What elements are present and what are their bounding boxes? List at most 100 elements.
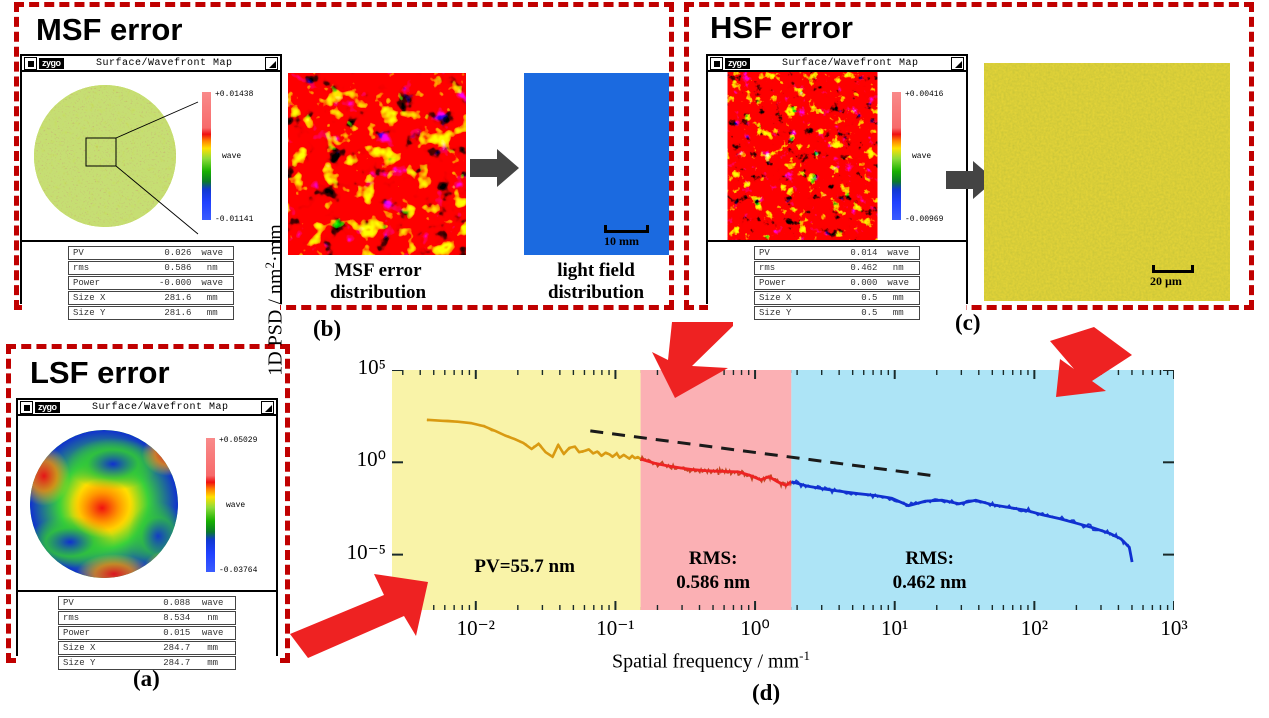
lightfield-caption-line2: distribution xyxy=(547,281,645,303)
system-menu-icon[interactable] xyxy=(710,57,723,70)
lsf-colorbar-gradient xyxy=(206,438,215,572)
psd-series-2 xyxy=(791,480,1134,563)
table-row: Size Y 281.6 mm xyxy=(68,306,234,320)
table-row: PV 0.026 wave xyxy=(68,246,234,260)
x-tick-label-2: 10⁰ xyxy=(740,616,770,640)
minimize-icon[interactable] xyxy=(951,56,964,70)
table-row: Power 0.015 wave xyxy=(58,626,236,640)
hsf-window-titlebar: zygo Surface/Wavefront Map xyxy=(708,56,966,72)
table-row: rms 0.586 nm xyxy=(68,261,234,275)
band-label-line2: 0.462 nm xyxy=(892,571,967,593)
hsf-row2-unit: wave xyxy=(887,278,909,288)
x-axis-title-text: Spatial frequency / mm xyxy=(612,650,800,673)
lightfield-caption-line1: light field xyxy=(557,260,635,281)
lsf-row4-name: Size Y xyxy=(63,658,96,668)
psd-series-1 xyxy=(640,457,793,487)
x-tick-label-3: 10¹ xyxy=(881,616,909,640)
band-label-line2: 0.586 nm xyxy=(676,571,751,593)
msf-colorbar-unit: wave xyxy=(222,152,242,161)
msf-colorbar-max: +0.01438 xyxy=(215,90,254,99)
panel-msf-title: MSF error xyxy=(36,12,183,47)
y-tick-label-2: 10⁻⁵ xyxy=(346,539,386,564)
lsf-row4-unit: mm xyxy=(207,658,219,668)
lsf-stats-table: PV 0.088 wave rms 8.534 nm Power 0.015 w… xyxy=(18,590,276,673)
x-tick-label-0: 10⁻² xyxy=(456,616,495,640)
system-menu-icon[interactable] xyxy=(20,401,33,414)
band-label-line1: RMS: xyxy=(905,548,954,570)
lsf-map-area: +0.05029 -0.03764 wave xyxy=(18,416,276,590)
lsf-row2-value: 0.015 xyxy=(163,628,191,638)
band-label-lsf: PV=55.7 nm xyxy=(474,555,575,577)
reference-dashed-line xyxy=(590,429,937,478)
msf-row3-name: Size X xyxy=(73,293,106,303)
msf-row1-unit: nm xyxy=(206,263,218,273)
panel-c-caption: (c) xyxy=(955,310,981,335)
lsf-row4-value: 284.7 xyxy=(163,658,191,668)
x-tick-label-5: 10³ xyxy=(1160,616,1188,640)
lsf-row2-unit: wave xyxy=(201,628,224,638)
hsf-row4-unit: mm xyxy=(892,308,904,318)
minimize-icon[interactable] xyxy=(265,56,278,70)
micrograph-scalebar-cap-left xyxy=(1152,265,1155,273)
hsf-colorbar xyxy=(892,92,901,220)
table-row: Size Y 284.7 mm xyxy=(58,656,236,670)
hsf-map-area: +0.00416 -0.00969 wave xyxy=(708,72,966,240)
hsf-row3-name: Size X xyxy=(759,293,792,303)
lsf-window-titlebar: zygo Surface/Wavefront Map xyxy=(18,400,276,416)
chart-band-0 xyxy=(392,370,641,610)
arrow-right-icon xyxy=(470,149,519,187)
x-axis-title-sup: -1 xyxy=(799,648,811,663)
lsf-row1-name: rms xyxy=(63,613,80,623)
msf-map-area: +0.01438 -0.01141 wave xyxy=(22,72,280,240)
table-row: Size Y 0.5 mm xyxy=(754,306,920,320)
hsf-row2-value: 0.000 xyxy=(850,278,878,288)
msf-zygo-window: zygo Surface/Wavefront Map xyxy=(20,54,282,323)
chart-band-1 xyxy=(640,370,792,610)
hsf-micrograph xyxy=(984,63,1230,301)
lightfield-scalebar-cap-left xyxy=(604,225,607,233)
lsf-row1-unit: nm xyxy=(207,613,219,623)
lsf-row3-unit: mm xyxy=(207,643,219,653)
table-row: Size X 284.7 mm xyxy=(58,641,236,655)
lsf-zygo-window: zygo Surface/Wavefront Map xyxy=(16,398,278,673)
lightfield-scalebar-label: 10 mm xyxy=(604,234,639,248)
table-row: PV 0.088 wave xyxy=(58,596,236,610)
lsf-row0-name: PV xyxy=(63,598,74,608)
psd-series-0 xyxy=(426,418,642,461)
msf-inset-caption: MSF error distribution xyxy=(292,260,464,304)
msf-row2-unit: wave xyxy=(201,278,223,288)
msf-window-titlebar: zygo Surface/Wavefront Map xyxy=(22,56,280,72)
red-arrow-msf-icon xyxy=(652,322,733,398)
lsf-row1-value: 8.534 xyxy=(163,613,191,623)
msf-colorbar xyxy=(202,92,211,220)
msf-row1-value: 0.586 xyxy=(164,263,192,273)
hsf-row3-unit: mm xyxy=(892,293,904,303)
hsf-surface-map xyxy=(740,81,865,231)
minimize-icon[interactable] xyxy=(261,400,274,414)
zygo-logo: zygo xyxy=(39,57,64,69)
system-menu-icon[interactable] xyxy=(24,57,37,70)
hsf-row3-value: 0.5 xyxy=(861,293,878,303)
y-axis-title-text: 1D PSD / nm xyxy=(264,268,287,376)
table-row: PV 0.014 wave xyxy=(754,246,920,260)
lsf-row0-value: 0.088 xyxy=(163,598,191,608)
msf-row4-value: 281.6 xyxy=(164,308,192,318)
msf-window-title: Surface/Wavefront Map xyxy=(95,57,233,69)
table-row: rms 0.462 nm xyxy=(754,261,920,275)
lsf-colorbar-unit: wave xyxy=(226,501,246,510)
lightfield-scalebar-cap-right xyxy=(646,225,649,233)
lsf-row0-unit: wave xyxy=(201,598,224,608)
table-row: Size X 281.6 mm xyxy=(68,291,234,305)
red-arrow-lsf-icon xyxy=(290,574,428,658)
lsf-window-title: Surface/Wavefront Map xyxy=(91,401,229,413)
msf-surface-map xyxy=(34,85,199,235)
micrograph-scalebar-cap-right xyxy=(1191,265,1194,273)
lsf-row3-value: 284.7 xyxy=(163,643,191,653)
band-label-msf: RMS: 0.586 nm xyxy=(633,547,793,595)
hsf-row0-name: PV xyxy=(759,248,770,258)
msf-stats-table: PV 0.026 wave rms 0.586 nm Power -0.000 … xyxy=(22,240,280,323)
panel-hsf-title: HSF error xyxy=(710,10,853,45)
red-arrow-hsf-icon xyxy=(1050,327,1132,397)
lsf-row3-name: Size X xyxy=(63,643,96,653)
msf-inset-caption-line2: distribution xyxy=(329,281,427,303)
